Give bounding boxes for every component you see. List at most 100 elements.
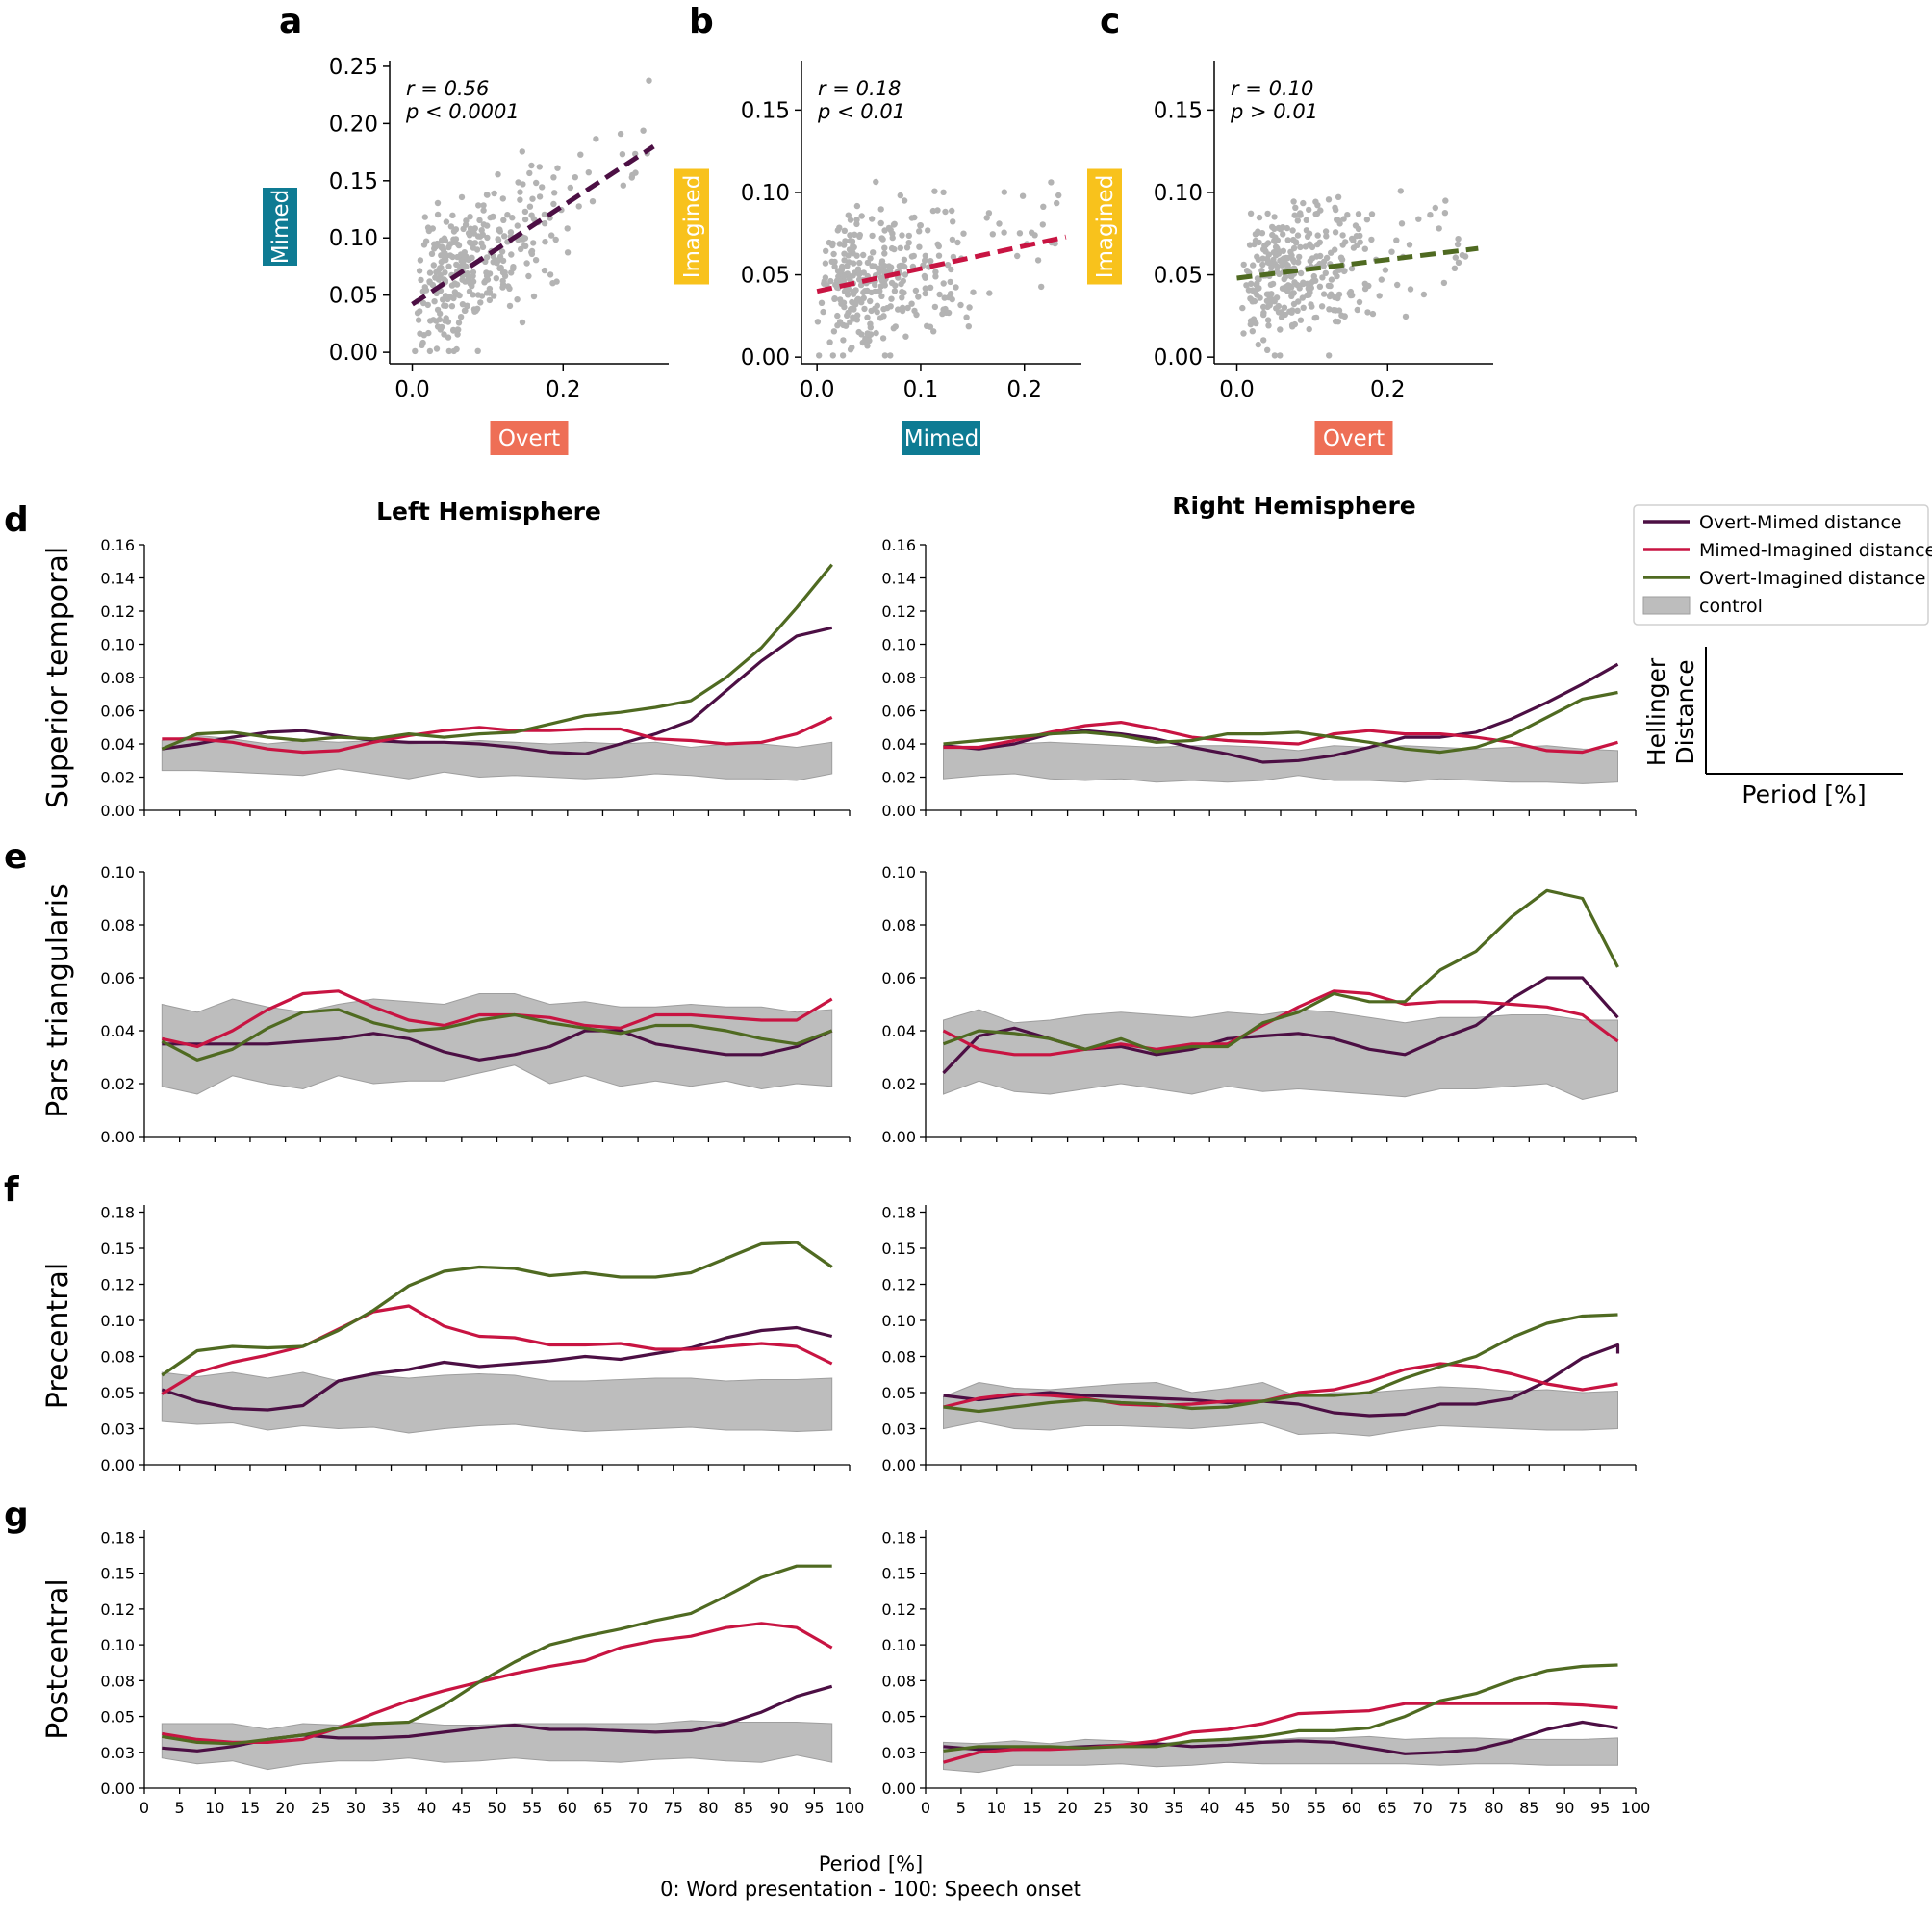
scatter-point <box>1300 304 1307 311</box>
inset-axes: Hellinger Distance Period [%] <box>1642 647 1903 808</box>
scatter-point <box>1336 220 1343 227</box>
scatter-point <box>1332 229 1339 236</box>
scatter-point <box>852 301 859 308</box>
scatter-point <box>1038 283 1045 291</box>
y-tick-label: 0.05 <box>881 1384 916 1402</box>
scatter-point <box>425 227 433 235</box>
x-axis-label: Mimed <box>904 426 979 451</box>
scatter-point <box>1274 245 1281 252</box>
panel-letter-b: b <box>689 2 714 41</box>
scatter-point <box>466 256 473 263</box>
y-tick-label: 0.14 <box>881 570 916 588</box>
scatter-point <box>1283 261 1290 269</box>
scatter-point <box>1335 307 1343 314</box>
scatter-point <box>903 244 911 251</box>
scatter-point <box>1029 229 1035 236</box>
scatter-point <box>426 347 434 355</box>
scatter-point <box>480 207 487 214</box>
scatter-point <box>1442 197 1449 204</box>
y-tick-label: 0.10 <box>1154 181 1203 206</box>
x-tick-label: 0.1 <box>903 377 939 402</box>
scatter-point <box>1256 276 1262 283</box>
scatter-point <box>429 281 437 289</box>
scatter-point <box>1001 229 1007 236</box>
scatter-point <box>940 280 947 287</box>
scatter-point <box>1288 321 1296 329</box>
x-tick-label: 95 <box>804 1799 824 1817</box>
scatter-point <box>517 196 523 203</box>
legend-patch-swatch <box>1642 596 1690 615</box>
scatter-point <box>1376 293 1383 299</box>
scatter-point <box>1243 268 1251 274</box>
scatter-point <box>827 277 834 285</box>
scatter-point <box>829 242 836 249</box>
scatter-point <box>941 294 948 301</box>
series-line-overt-mimed-distance <box>161 1325 833 1412</box>
legend-label: Overt-Imagined distance <box>1699 568 1925 589</box>
scatter-point <box>1307 258 1314 265</box>
x-axis-label: Overt <box>1323 426 1385 451</box>
y-tick-label: 0.25 <box>329 55 378 80</box>
scatter-point <box>950 218 956 225</box>
scatter-point <box>1344 212 1351 218</box>
scatter-point <box>1271 214 1278 220</box>
control-band <box>161 993 833 1095</box>
scatter-point <box>519 319 526 326</box>
scatter-point <box>1335 193 1342 200</box>
y-tick-label: 0.04 <box>100 735 135 754</box>
scatter-point <box>417 330 423 337</box>
scatter-point <box>1333 206 1339 214</box>
scatter-point <box>528 162 535 169</box>
y-tick-label: 0.10 <box>881 1636 916 1654</box>
scatter-point <box>881 352 889 359</box>
y-tick-label: 0.00 <box>1154 345 1203 371</box>
scatter-point <box>890 325 897 332</box>
scatter-point <box>476 233 484 240</box>
panel-letter-d: d <box>4 500 29 540</box>
scatter-point <box>500 217 507 223</box>
scatter-point <box>1319 274 1326 281</box>
scatter-point <box>916 228 923 235</box>
scatter-point <box>1290 198 1297 205</box>
scatter-point <box>1441 210 1449 217</box>
line-plot-g-right: 0.00 0.03 0.05 0.08 0.10 0.12 0.15 0.18 0 5 10 15 20… <box>881 1528 1650 1817</box>
scatter-point <box>1247 280 1255 287</box>
scatter-point <box>1249 298 1256 305</box>
scatter-point <box>552 236 559 243</box>
fit-line <box>411 144 655 307</box>
series-line-overt-mimed-distance <box>162 626 833 756</box>
scatter-point <box>1247 318 1255 324</box>
y-tick-label: 0.02 <box>100 769 135 787</box>
scatter-point <box>948 266 954 273</box>
scatter-point <box>931 303 939 311</box>
scatter-point <box>476 217 483 224</box>
scatter-point <box>466 288 473 294</box>
scatter-point <box>834 312 841 320</box>
scatter-point <box>873 329 879 337</box>
scatter-point <box>460 225 467 233</box>
scatter-point <box>520 234 526 241</box>
scatter-point <box>940 189 947 195</box>
y-tick-label: 0.18 <box>100 1204 135 1222</box>
scatter-point <box>1314 232 1321 239</box>
x-tick-label: 5 <box>175 1799 185 1817</box>
scatter-point <box>891 288 899 294</box>
scatter-point <box>851 243 857 251</box>
y-tick-label: 0.04 <box>100 1022 135 1040</box>
scatter-point <box>495 237 502 243</box>
scatter-point <box>1393 237 1400 243</box>
scatter-point <box>501 269 508 276</box>
x-tick-label: 15 <box>241 1799 260 1817</box>
x-label-box <box>490 421 569 455</box>
scatter-point <box>467 214 473 220</box>
scatter-point <box>480 202 487 209</box>
series-line-overt-imagined-distance <box>943 1313 1618 1414</box>
scatter-point <box>889 234 896 242</box>
line-row-f: fPrecentral0.000.030.050.080.100.120.150… <box>4 1170 1637 1474</box>
series-line-overt-imagined-distance <box>161 563 833 751</box>
correlation-r: r = 0.56 <box>406 77 489 100</box>
scatter-point <box>478 240 485 246</box>
series-line-mimed-imagined-distance <box>943 720 1618 755</box>
scatter-point <box>1294 232 1302 239</box>
